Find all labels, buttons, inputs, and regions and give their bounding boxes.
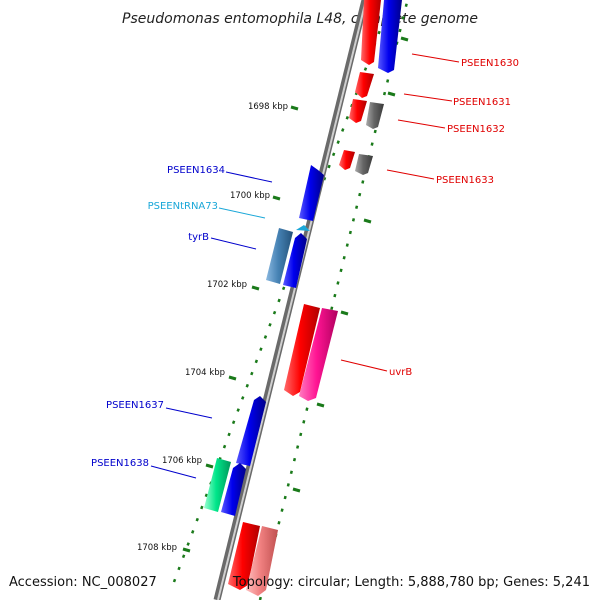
gene-tyrb-blue[interactable] [283,233,307,288]
gene-pseen1631[interactable] [355,72,374,98]
leader-pseen1630 [411,53,460,63]
label-pseen1637[interactable]: PSEEN1637 [106,400,164,411]
gene-pseentrna73[interactable] [296,225,310,231]
kbp-label-1708: 1708 kbp [137,543,177,553]
leader-pseentrna73 [218,207,266,219]
gene-pseen1633-red[interactable] [339,150,355,170]
kbp-major-ticks [182,36,409,553]
accession-text: Accession: NC_008027 [9,575,157,590]
label-pseen1630[interactable]: PSEEN1630 [461,58,519,69]
gene-pseen1638-green[interactable] [204,458,231,512]
gene-pseen1632-red[interactable] [349,99,367,123]
gene-pseen1630-blue[interactable] [378,0,402,73]
label-tyrb[interactable]: tyrB [188,232,209,243]
label-pseen1634[interactable]: PSEEN1634 [167,165,225,176]
kbp-label-1706: 1706 kbp [162,456,202,466]
leader-pseen1638 [150,465,197,479]
kbp-label-1702: 1702 kbp [207,280,247,290]
map-title: Pseudomonas entomophila L48, complete ge… [122,11,478,27]
leader-pseen1631 [403,93,453,102]
leader-tyrb [210,237,257,250]
gene-uvrb-pink[interactable] [299,308,338,401]
gene-uvrb-red[interactable] [284,304,320,396]
kbp-label-1698: 1698 kbp [248,102,288,112]
gene-pseen1634[interactable] [299,165,324,221]
gene-pseen1637[interactable] [236,396,266,466]
leader-uvrb [340,359,388,372]
gene-tyrb-steel[interactable] [266,228,293,284]
leader-pseen1637 [165,407,213,419]
label-pseen1638[interactable]: PSEEN1638 [91,458,149,469]
gene-pseen1630-red[interactable] [361,0,381,65]
label-uvrb[interactable]: uvrB [389,367,412,378]
leader-pseen1633 [386,169,435,180]
gene-pseen1632-grey[interactable] [366,102,384,129]
label-pseen1631[interactable]: PSEEN1631 [453,97,511,108]
leader-pseen1634 [225,171,273,183]
kbp-label-1704: 1704 kbp [185,368,225,378]
leader-pseen1632 [397,119,446,129]
gene-bottom-lightred[interactable] [246,526,278,596]
gene-pseen1638-blue[interactable] [221,463,246,516]
label-pseen1633[interactable]: PSEEN1633 [436,175,494,186]
inner-tick-track [258,0,409,600]
label-pseentrna73[interactable]: PSEENtRNA73 [148,201,218,212]
gene-bottom-red[interactable] [228,522,260,590]
label-pseen1632[interactable]: PSEEN1632 [447,124,505,135]
topology-text: Topology: circular; Length: 5,888,780 bp… [232,575,590,590]
gene-pseen1633-grey[interactable] [355,154,373,175]
genome-backbone-highlight [217,0,367,600]
kbp-label-1700: 1700 kbp [230,191,270,201]
